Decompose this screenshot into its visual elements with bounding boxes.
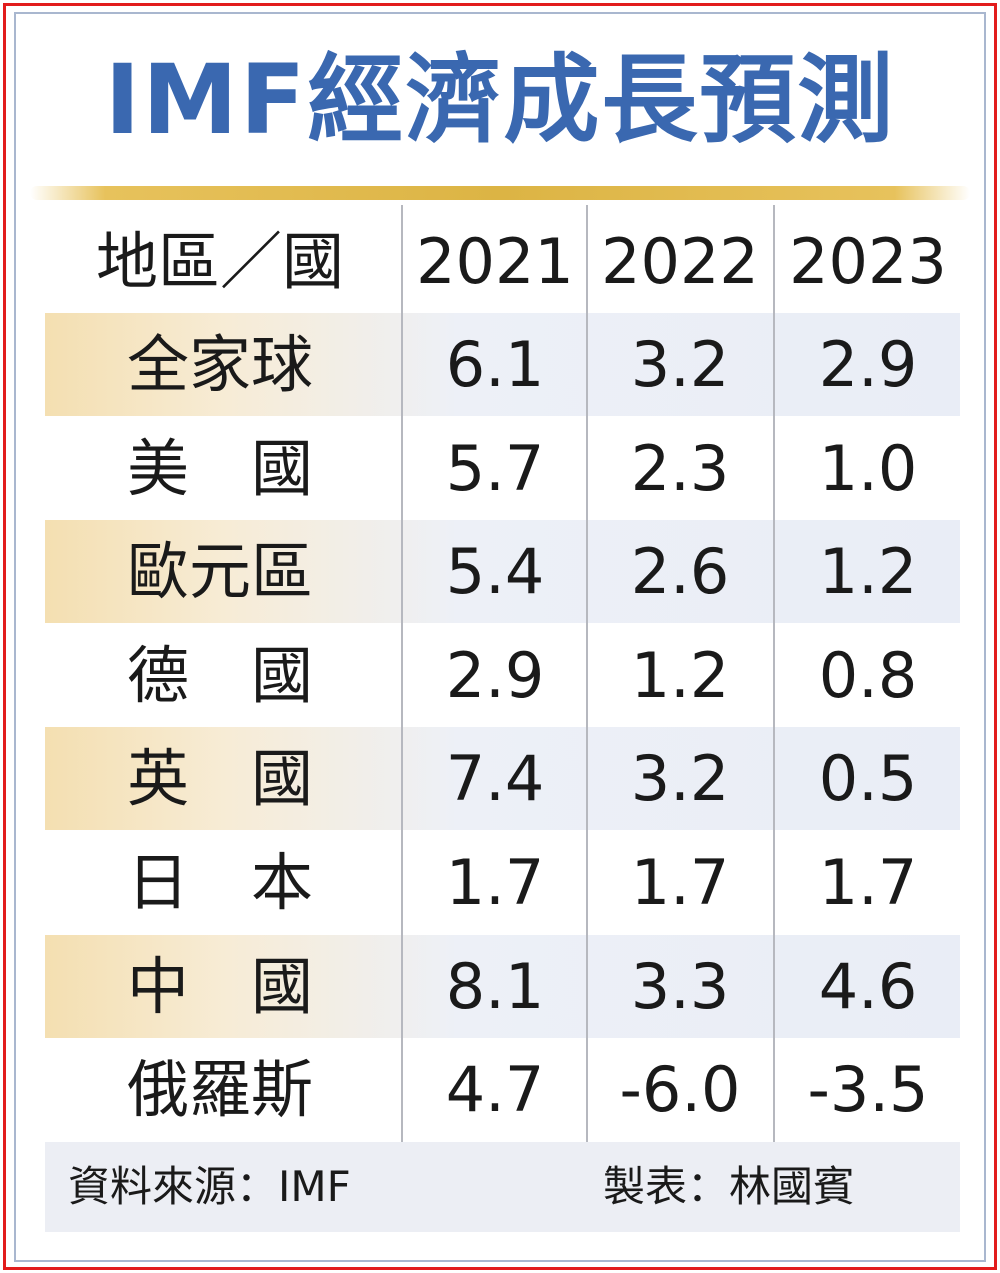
chart-title: IMF經濟成長預測	[104, 44, 896, 156]
value-2022-cell: 3.2	[630, 742, 730, 815]
value-2023-cell: 2.9	[818, 328, 918, 401]
value-2023-cell: 1.0	[818, 432, 918, 505]
value-2022-cell: 2.3	[630, 432, 730, 505]
table-row	[45, 935, 960, 1038]
region-cell: 美 國	[126, 432, 313, 505]
value-2021-cell: 1.7	[445, 846, 545, 919]
value-2023-cell: 1.2	[818, 535, 918, 608]
value-2021-cell: 6.1	[445, 328, 545, 401]
column-header-2023: 2023	[789, 225, 947, 298]
value-2023-cell: 0.5	[818, 742, 918, 815]
value-2021-cell: 2.9	[445, 639, 545, 712]
region-cell: 英 國	[126, 742, 313, 815]
value-2023-cell: 1.7	[818, 846, 918, 919]
column-divider	[586, 205, 588, 1142]
value-2022-cell: 1.2	[630, 639, 730, 712]
column-header-2021: 2021	[416, 225, 574, 298]
region-cell: 中 國	[126, 950, 313, 1023]
value-2021-cell: 7.4	[445, 742, 545, 815]
column-header-2022: 2022	[601, 225, 759, 298]
region-cell: 日 本	[126, 846, 313, 919]
region-cell: 德 國	[126, 639, 313, 712]
table-row	[45, 520, 960, 623]
table-row	[45, 727, 960, 830]
value-2023-cell: 4.6	[818, 950, 918, 1023]
value-2022-cell: -6.0	[619, 1053, 741, 1126]
footer-band	[45, 1142, 960, 1232]
value-2023-cell: 0.8	[818, 639, 918, 712]
column-header-region: 地區／國家	[95, 225, 344, 401]
value-2023-cell: -3.5	[807, 1053, 929, 1126]
outer-frame	[3, 3, 997, 1270]
maker-note: 製表：林國賓	[603, 1162, 856, 1211]
column-divider	[773, 205, 775, 1142]
source-note: 資料來源：IMF	[68, 1162, 351, 1211]
value-2022-cell: 3.2	[630, 328, 730, 401]
column-divider	[401, 205, 403, 1142]
region-cell: 全 球	[126, 328, 313, 401]
value-2022-cell: 1.7	[630, 846, 730, 919]
region-cell: 俄羅斯	[126, 1053, 313, 1126]
table-row	[45, 313, 960, 416]
value-2022-cell: 2.6	[630, 535, 730, 608]
region-cell: 歐元區	[126, 535, 313, 608]
value-2021-cell: 8.1	[445, 950, 545, 1023]
value-2022-cell: 3.3	[630, 950, 730, 1023]
inner-frame	[14, 12, 986, 1262]
value-2021-cell: 5.4	[445, 535, 545, 608]
value-2021-cell: 5.7	[445, 432, 545, 505]
title-divider	[30, 186, 970, 200]
value-2021-cell: 4.7	[445, 1053, 545, 1126]
